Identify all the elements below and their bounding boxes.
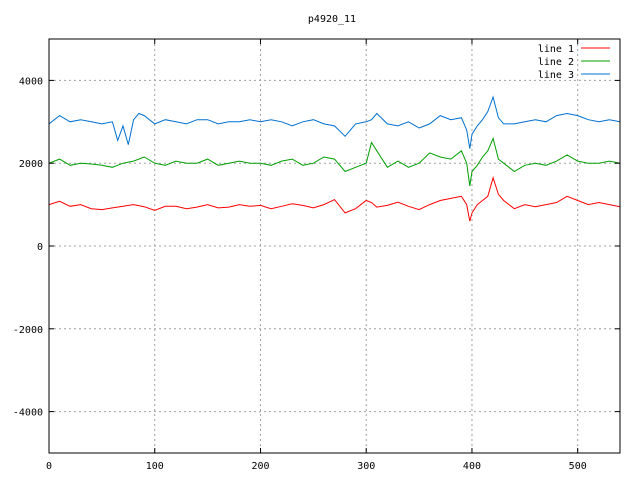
y-tick-label: 2000 <box>19 159 43 170</box>
x-tick-label: 300 <box>357 461 375 472</box>
x-tick-label: 500 <box>569 461 587 472</box>
legend-label: line 1 <box>538 44 574 55</box>
y-tick-label: -4000 <box>13 408 43 419</box>
x-tick-label: 200 <box>251 461 269 472</box>
x-axis-ticks: 0 100 200 300 400 500 <box>46 39 587 472</box>
series-line-3 <box>48 95 621 149</box>
x-tick-label: 400 <box>463 461 481 472</box>
y-tick-label: -2000 <box>13 325 43 336</box>
legend-label: line 3 <box>538 70 574 81</box>
grid-lines <box>49 39 620 453</box>
chart-title: p4920_11 <box>308 14 356 25</box>
legend: line 1 line 2 line 3 <box>538 44 610 81</box>
legend-label: line 2 <box>538 57 574 68</box>
y-tick-label: 0 <box>37 242 43 253</box>
x-tick-label: 100 <box>146 461 164 472</box>
series-line-1 <box>48 175 621 222</box>
x-tick-label: 0 <box>46 461 52 472</box>
y-axis-ticks: -4000 -2000 0 2000 4000 <box>13 76 620 419</box>
y-tick-label: 4000 <box>19 76 43 87</box>
series-lines <box>48 95 621 222</box>
series-line-2 <box>48 136 621 187</box>
